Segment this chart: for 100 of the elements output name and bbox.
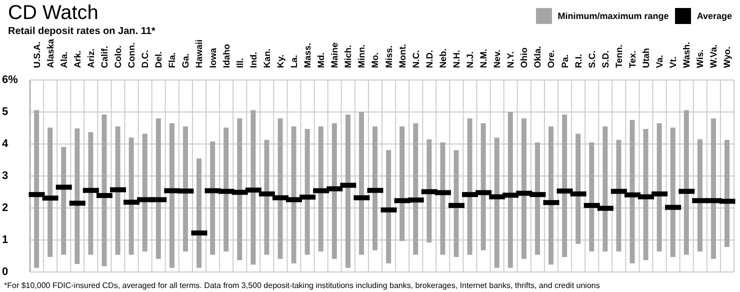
- bar: [602, 126, 608, 252]
- bar: [413, 123, 418, 255]
- y-tick-label: 1: [2, 234, 8, 246]
- x-tick-label: Nev.: [492, 50, 502, 68]
- legend-label: Average: [696, 11, 732, 21]
- x-tick-label: Hawaii: [194, 39, 204, 68]
- x-tick-label: Md.: [316, 52, 326, 68]
- bar: [48, 128, 53, 257]
- x-tick-label: Ala.: [58, 51, 69, 68]
- bar: [115, 126, 120, 255]
- x-tick-label: Va.: [654, 54, 665, 68]
- x-tick-label: Conn.: [126, 42, 137, 68]
- bar: [724, 140, 730, 248]
- x-tick-label: N.H.: [451, 50, 462, 68]
- x-tick-label: Ore.: [546, 50, 556, 68]
- x-tick-label: S.D.: [600, 50, 610, 68]
- y-tick-label: 6%: [2, 74, 18, 86]
- bar: [169, 123, 174, 268]
- bar: [74, 128, 80, 264]
- bar: [156, 118, 161, 259]
- x-tick-label: Wis.: [695, 50, 706, 68]
- x-tick-label: Wyo.: [722, 46, 732, 68]
- x-tick-label: La.: [289, 54, 299, 68]
- bar: [278, 118, 283, 259]
- bar: [88, 132, 94, 255]
- x-tick-label: N.Y.: [506, 51, 516, 68]
- x-tick-label: Colo.: [113, 46, 123, 68]
- x-tick-label: N.D.: [424, 50, 434, 68]
- bar: [710, 118, 716, 259]
- x-tick-label: Pa.: [560, 54, 570, 68]
- bar: [630, 120, 635, 264]
- x-tick-label: Mich.: [343, 44, 354, 68]
- x-tick-label: Okla.: [532, 46, 543, 68]
- bar: [142, 134, 148, 252]
- bar: [102, 114, 107, 266]
- x-tick-label: Mo.: [370, 52, 380, 68]
- bar: [237, 118, 242, 260]
- x-tick-label: Alaska: [45, 38, 56, 68]
- bar: [332, 123, 337, 259]
- bar: [358, 112, 364, 255]
- y-tick-label: 5: [2, 106, 8, 118]
- x-tick-label: Del.: [154, 51, 164, 68]
- x-tick-label: N.J.: [465, 51, 475, 68]
- bar: [656, 123, 662, 252]
- bar: [467, 118, 472, 255]
- bar: [128, 138, 134, 255]
- bar: [291, 126, 296, 264]
- bar: [250, 110, 256, 265]
- bar: [480, 123, 486, 250]
- x-tick-label: N.C.: [410, 50, 421, 68]
- bar: [224, 128, 229, 252]
- x-tick-label: Ark.: [72, 50, 82, 68]
- bar: [562, 114, 568, 257]
- y-tick-label: 4: [2, 138, 9, 150]
- x-tick-label: Tex.: [627, 50, 638, 68]
- x-tick-label: Idaho: [221, 44, 232, 68]
- bar: [548, 126, 554, 265]
- bar: [589, 142, 594, 252]
- x-tick-label: Iowa: [208, 47, 218, 68]
- x-tick-label: D.C.: [140, 50, 150, 68]
- x-tick-label: Utah: [641, 48, 651, 68]
- bar: [196, 158, 202, 268]
- x-tick-label: Mass.: [302, 42, 313, 68]
- x-tick-label: Ohio: [519, 47, 530, 68]
- bar: [508, 112, 513, 268]
- bar: [426, 139, 432, 243]
- x-tick-label: Ky.: [275, 54, 286, 68]
- bar: [372, 126, 378, 250]
- bar: [643, 128, 648, 260]
- bar: [61, 146, 66, 255]
- x-tick-label: Ill.: [234, 58, 245, 68]
- x-tick-label: Fla.: [167, 52, 178, 68]
- x-tick-label: Ga.: [180, 53, 191, 68]
- bar: [684, 110, 689, 255]
- y-tick-label: 0: [2, 266, 8, 278]
- x-tick-label: Kan.: [262, 48, 272, 68]
- y-tick-label: 3: [2, 170, 8, 182]
- x-tick-label: U.S.A.: [32, 41, 42, 68]
- x-tick-label: Neb.: [438, 48, 448, 68]
- y-tick-label: 2: [2, 202, 8, 214]
- bar: [386, 150, 392, 264]
- legend-label: Minimum/maximum range: [558, 11, 669, 21]
- x-tick-label: Tenn.: [614, 44, 624, 68]
- bar: [534, 142, 540, 255]
- x-tick-label: Miss.: [384, 45, 394, 68]
- bar: [670, 128, 676, 257]
- bar: [521, 118, 526, 259]
- chart-title: CD Watch: [8, 2, 98, 25]
- text: *For $10,000 FDIC-insured CDs, averaged for all terms. Data from 3,500 deposit-taking institutions including banks, brokerages, Internet banks, thrifts, and credit unions: [4, 281, 600, 290]
- bar: [697, 139, 702, 252]
- bar: [345, 114, 350, 268]
- bar: [616, 140, 622, 252]
- bar: [34, 110, 40, 268]
- bar: [210, 141, 216, 255]
- bar: [182, 126, 188, 252]
- bar: [576, 134, 581, 244]
- x-tick-label: Ariz.: [86, 48, 96, 68]
- x-tick-label: Maine: [330, 42, 340, 68]
- bar: [264, 140, 270, 255]
- bar: [454, 150, 459, 257]
